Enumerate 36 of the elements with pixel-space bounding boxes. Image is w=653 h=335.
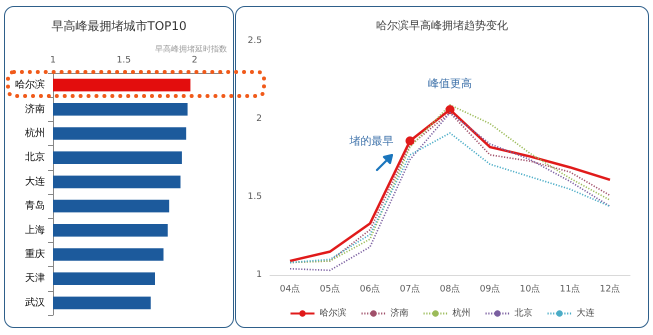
chart-title: 哈尔滨早高峰拥堵趋势变化 xyxy=(376,19,508,32)
x-tick-label: 08点 xyxy=(440,284,460,294)
x-axis-title: 早高峰拥堵延时指数 xyxy=(155,44,227,54)
legend-label: 哈尔滨 xyxy=(320,308,346,318)
x-tick-label: 05点 xyxy=(320,284,340,294)
x-tick-label: 10点 xyxy=(520,284,540,294)
x-tick-label: 2 xyxy=(192,56,198,66)
y-tick-label: 杭州 xyxy=(24,127,45,139)
y-tick-label: 青岛 xyxy=(25,200,45,212)
legend-label: 济南 xyxy=(390,308,408,318)
x-tick-label: 1.5 xyxy=(116,56,131,66)
y-tick-label: 武汉 xyxy=(25,296,45,308)
y-tick-label: 上海 xyxy=(25,224,45,236)
y-tick-label: 2.5 xyxy=(248,36,262,46)
y-tick-label: 1 xyxy=(256,270,262,280)
y-tick-label: 大连 xyxy=(25,175,45,188)
legend-label: 杭州 xyxy=(452,308,470,318)
y-tick-label: 1.5 xyxy=(248,192,262,202)
y-tick-label: 重庆 xyxy=(25,248,45,260)
x-tick-label: 04点 xyxy=(280,284,300,294)
x-tick-label: 06点 xyxy=(360,284,380,294)
legend-label: 大连 xyxy=(576,308,594,318)
legend-label: 北京 xyxy=(514,308,532,318)
y-tick-label: 2 xyxy=(256,114,262,124)
y-tick-label: 天津 xyxy=(25,272,45,284)
x-tick-label: 07点 xyxy=(400,284,420,294)
x-tick-label: 11点 xyxy=(560,284,580,294)
chart-title: 早高峰最拥堵城市TOP10 xyxy=(51,19,187,33)
x-tick-label: 09点 xyxy=(480,284,500,294)
y-tick-label: 北京 xyxy=(25,151,45,164)
y-tick-label: 哈尔滨 xyxy=(15,78,45,91)
x-tick-label: 1 xyxy=(50,56,56,66)
x-tick-label: 12点 xyxy=(600,284,620,294)
annotation: 堵的最早 xyxy=(348,134,394,148)
y-tick-label: 济南 xyxy=(25,102,45,115)
annotation: 峰值更高 xyxy=(428,77,472,90)
